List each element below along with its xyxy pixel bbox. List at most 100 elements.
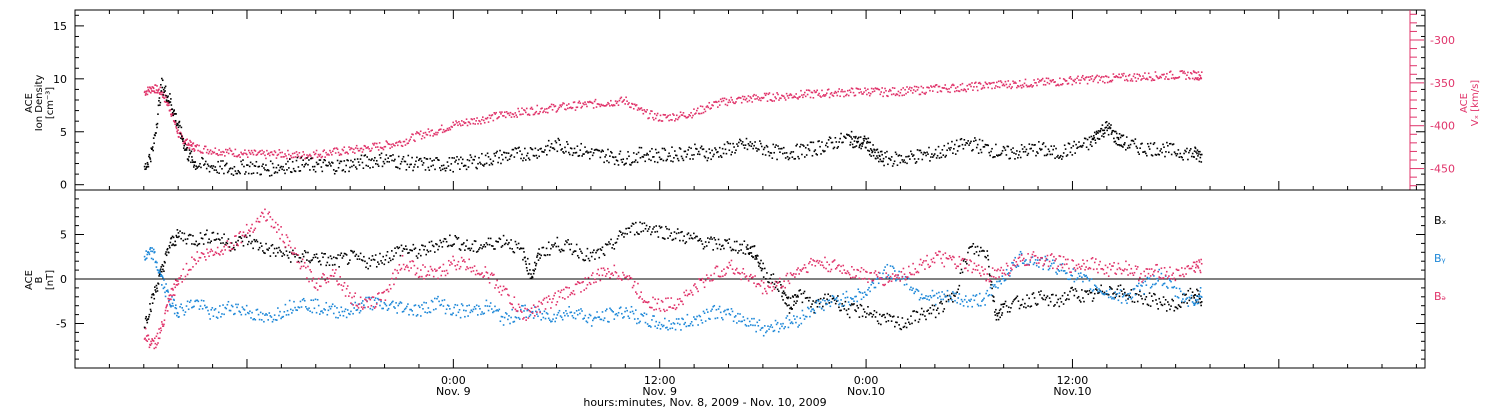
density-point [338, 162, 341, 165]
velocity-point [1177, 76, 1180, 79]
density-point [1059, 156, 1061, 158]
velocity-point [749, 96, 752, 98]
density-point [886, 150, 888, 153]
velocity-point [182, 142, 185, 145]
velocity-point [399, 141, 402, 144]
bx-point [168, 245, 171, 247]
density-point [666, 158, 669, 161]
density-point [156, 122, 159, 125]
velocity-point [854, 94, 857, 97]
bx-point [291, 252, 293, 255]
bx-point [556, 236, 559, 239]
by-point [467, 315, 469, 317]
density-point [936, 154, 939, 157]
density-point [353, 164, 355, 167]
density-point [304, 163, 306, 166]
velocity-point [475, 120, 477, 122]
bx-point [724, 239, 726, 241]
velocity-point [1147, 72, 1150, 75]
velocity-point [793, 95, 796, 98]
density-point [1176, 153, 1179, 155]
bx-point [414, 247, 417, 249]
velocity-point [226, 149, 229, 151]
density-point [851, 143, 854, 146]
bx-point [993, 311, 996, 313]
density-point [917, 158, 920, 160]
density-point [889, 158, 891, 160]
velocity-point [164, 94, 166, 97]
velocity-point [204, 145, 207, 148]
density-point [484, 154, 487, 157]
velocity-point [172, 113, 175, 115]
bz-point [437, 277, 439, 280]
b-field-y-axis: -505 [56, 198, 1425, 360]
bx-point [575, 243, 578, 246]
density-point [724, 148, 727, 151]
by-point [847, 301, 850, 303]
velocity-point [351, 147, 353, 150]
by-point [1096, 286, 1098, 289]
velocity-point [621, 101, 624, 103]
velocity-point [1200, 71, 1203, 73]
velocity-point [263, 151, 265, 153]
velocity-tick-label: -350 [1430, 77, 1455, 90]
density-point [816, 154, 819, 156]
density-point [508, 158, 511, 160]
bx-point [1000, 314, 1003, 316]
density-point [586, 150, 588, 153]
by-point [275, 319, 278, 321]
density-point [789, 152, 792, 155]
bx-point [356, 258, 359, 260]
velocity-point [979, 83, 982, 85]
density-point [300, 156, 303, 159]
density-point [238, 171, 240, 173]
by-point [157, 269, 159, 272]
density-point [522, 159, 524, 162]
by-point [357, 303, 360, 305]
velocity-point [1063, 78, 1066, 81]
by-point [1181, 300, 1183, 303]
density-point [1064, 148, 1067, 150]
density-point [192, 166, 195, 168]
by-point [1100, 291, 1102, 293]
bz-point [167, 300, 170, 303]
bx-point [640, 230, 642, 233]
velocity-point [921, 91, 924, 94]
by-point [612, 311, 615, 313]
bz-point [461, 260, 464, 263]
bx-point [224, 243, 227, 246]
by-point [891, 265, 894, 268]
bx-point [970, 246, 972, 248]
velocity-point [429, 134, 432, 137]
density-point [260, 173, 262, 176]
by-point [961, 300, 964, 303]
density-point [1042, 142, 1045, 144]
density-point [804, 146, 807, 149]
velocity-point [159, 86, 162, 89]
bx-point [155, 291, 157, 293]
by-point [597, 316, 599, 319]
by-point [291, 312, 293, 314]
bz-point [162, 325, 165, 327]
bx-point [627, 227, 630, 229]
velocity-point [598, 103, 601, 106]
bx-point [928, 312, 931, 315]
bx-point [780, 284, 782, 286]
bz-point [311, 280, 314, 282]
bx-point [299, 257, 302, 259]
bx-point [766, 272, 768, 274]
density-point [542, 151, 544, 153]
bx-point [532, 269, 534, 271]
density-point [382, 160, 385, 163]
velocity-point [805, 89, 808, 91]
by-point [956, 301, 958, 304]
bx-point [379, 252, 381, 255]
density-point [333, 172, 336, 175]
bz-point [488, 282, 491, 284]
bx-point [844, 300, 847, 303]
bx-point [1064, 299, 1067, 301]
bx-point [1002, 303, 1004, 306]
velocity-point [594, 98, 597, 101]
density-point [417, 159, 420, 162]
density-point [611, 156, 614, 158]
